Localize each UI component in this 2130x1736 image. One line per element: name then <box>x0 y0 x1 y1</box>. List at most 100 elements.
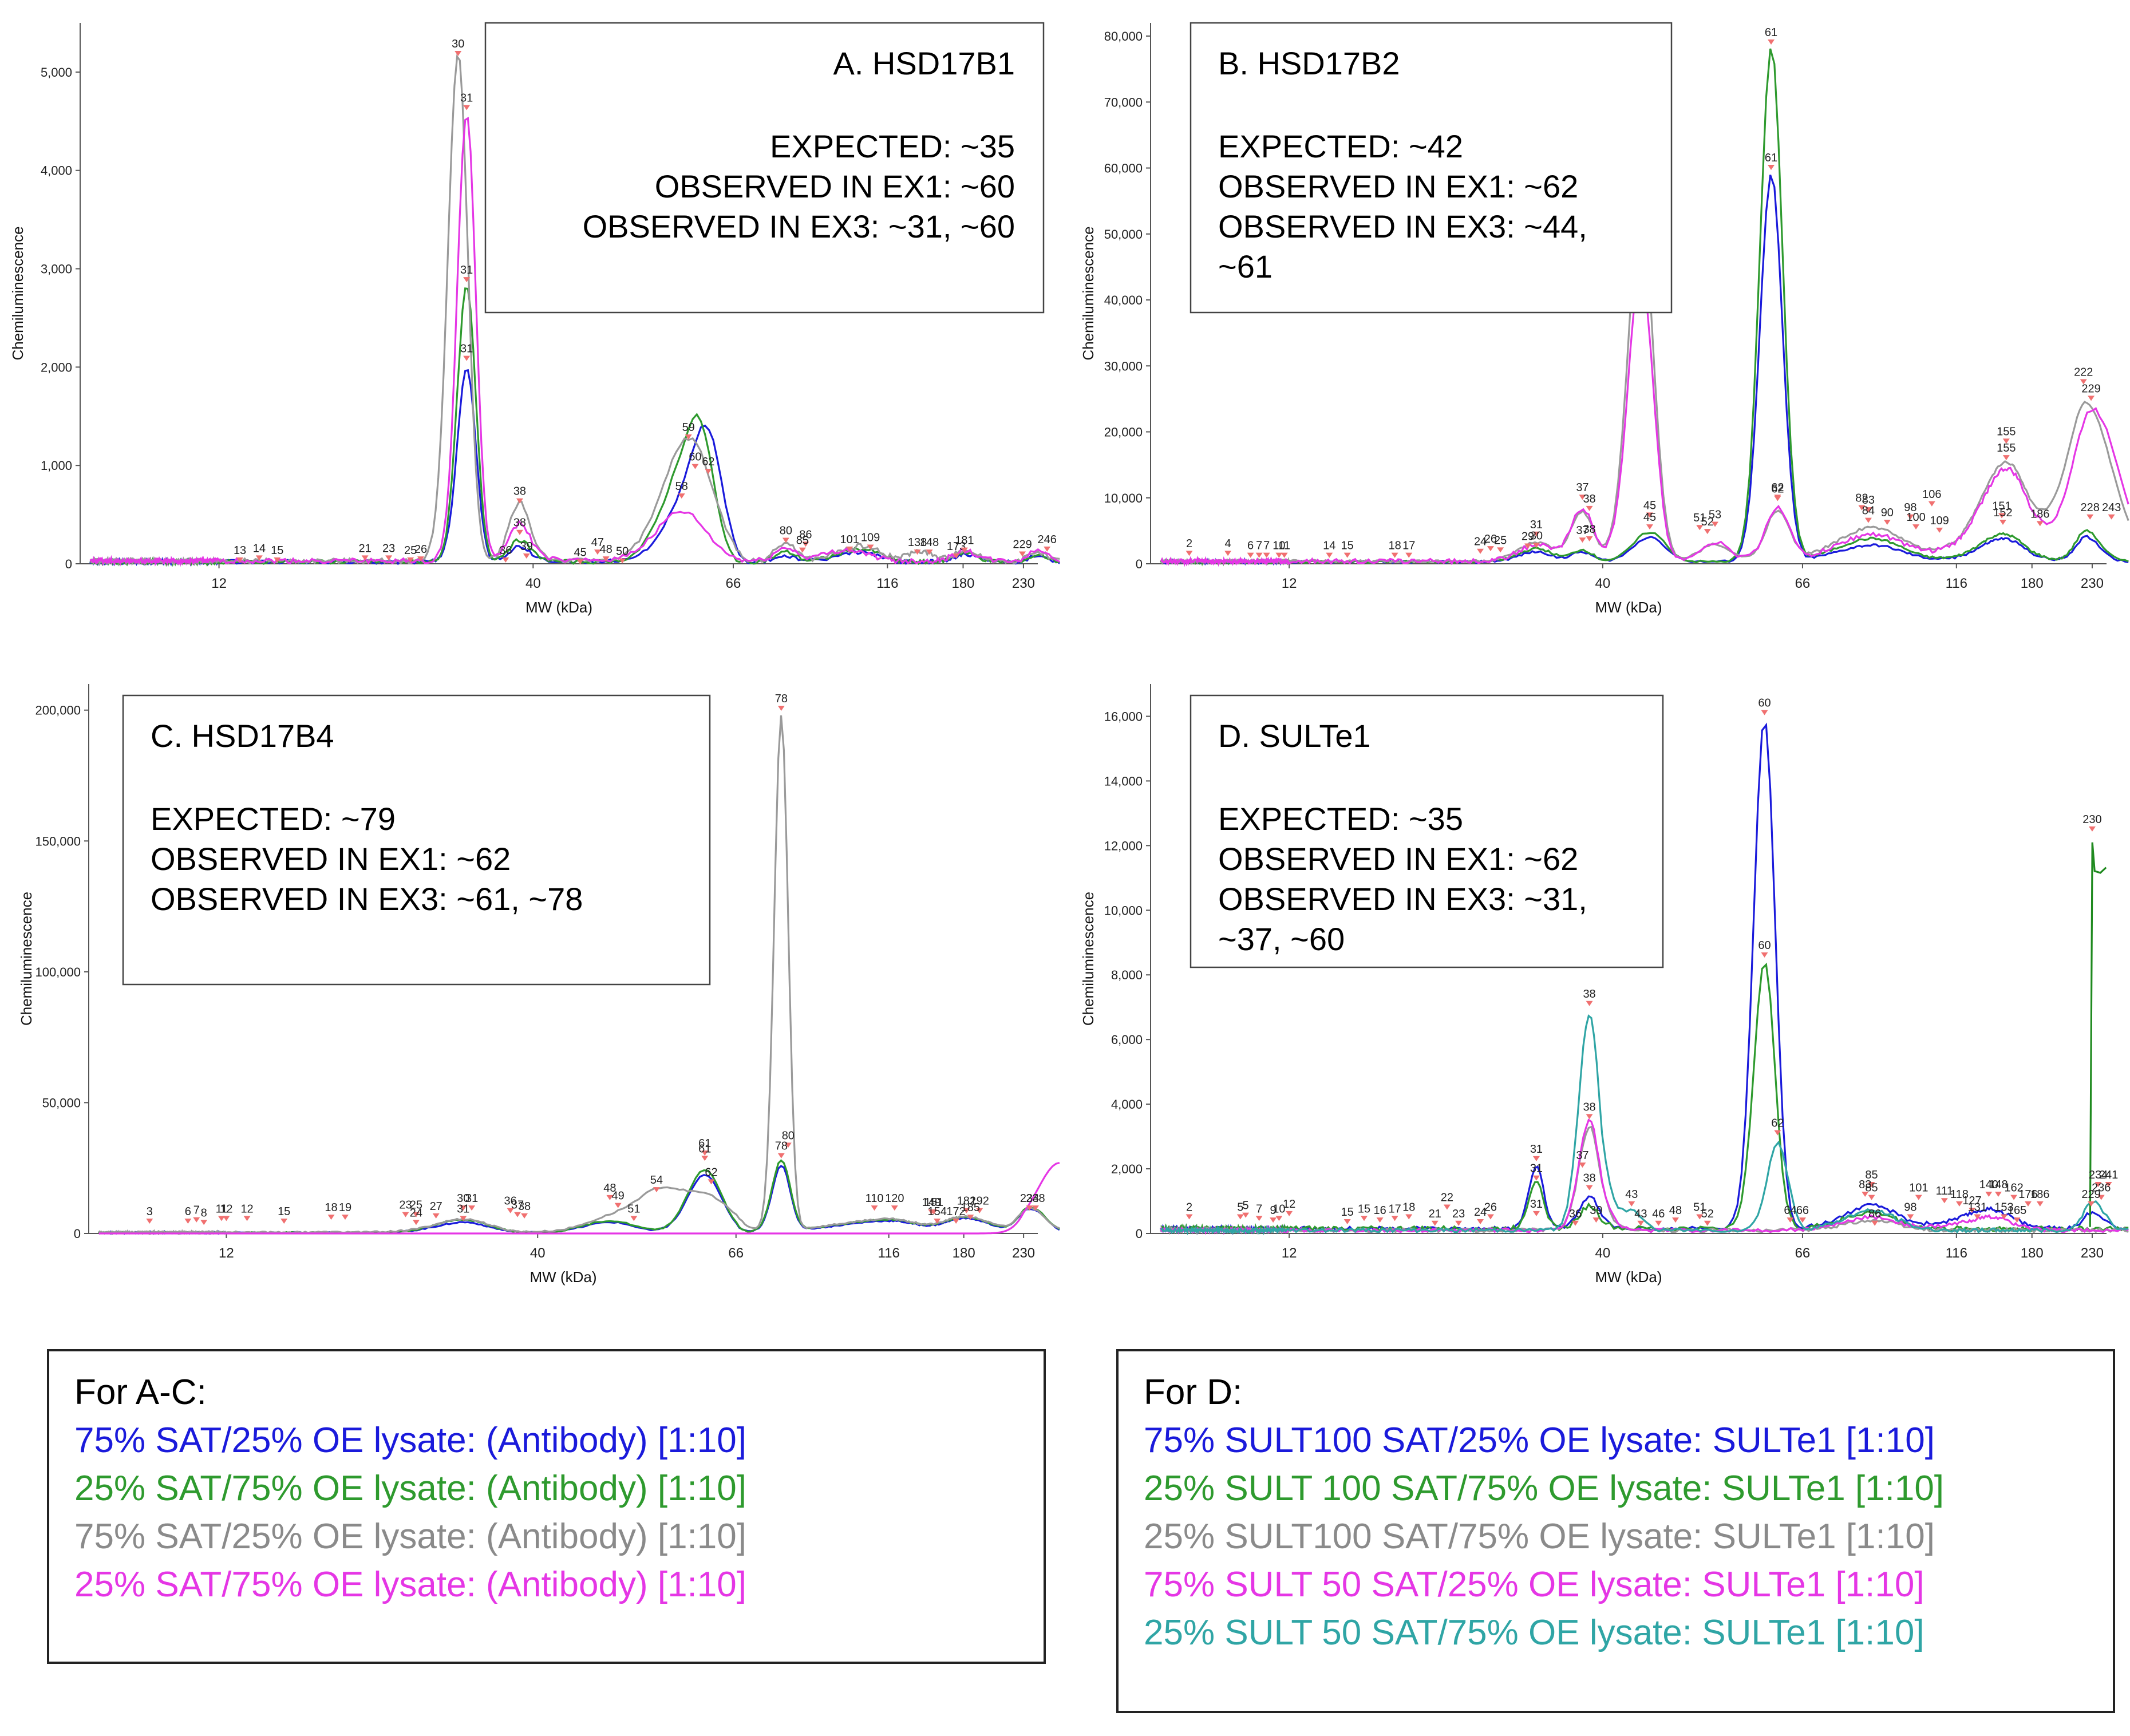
y-tick-label: 8,000 <box>1111 968 1143 982</box>
y-tick-label: 40,000 <box>1104 293 1143 307</box>
peak-marker <box>594 549 601 555</box>
peak-marker <box>653 1187 660 1193</box>
peak-label: 98 <box>1904 501 1916 514</box>
peak-marker <box>385 555 393 561</box>
peak-label: 38 <box>1583 493 1595 505</box>
peak-marker <box>146 1219 153 1224</box>
peak-marker <box>1326 552 1333 558</box>
peak-label: 236 <box>2092 1182 2111 1195</box>
peak-marker <box>1586 1114 1593 1120</box>
legend-item-magenta: 25% SAT/75% OE lysate: (Antibody) [1:10] <box>74 1565 746 1604</box>
peak-label: 106 <box>1922 488 1941 501</box>
chart-panel-b: 0 10,000 20,000 30,000 40,000 50,000 60,000 70,… <box>1080 22 2129 616</box>
panel-title: C. HSD17B4 <box>151 718 334 754</box>
peak-marker <box>463 105 471 110</box>
peak-label: 229 <box>2081 1188 2100 1201</box>
peak-marker <box>432 1213 440 1219</box>
panel-info-line: OBSERVED IN EX3: ~44, <box>1218 208 1587 244</box>
peak-label: 234 <box>2089 1169 2108 1181</box>
peak-marker <box>934 1219 941 1224</box>
peak-label: 37 <box>1576 524 1588 537</box>
peak-marker <box>1628 1201 1635 1207</box>
peak-marker <box>1915 1195 1922 1200</box>
peak-label: 26 <box>414 543 427 556</box>
peak-label: 241 <box>2099 1169 2118 1181</box>
peak-marker <box>1255 552 1263 558</box>
peak-marker <box>2010 1195 2018 1200</box>
panel-info-line: ~61 <box>1218 248 1273 284</box>
x-axis-label: MW (kDa) <box>530 1268 597 1286</box>
peak-label: 31 <box>460 92 473 104</box>
x-tick-label: 180 <box>953 1245 975 1261</box>
x-tick-label: 40 <box>530 1245 546 1261</box>
peak-label: 14 <box>1323 540 1335 552</box>
x-axis-label: MW (kDa) <box>1595 1268 1662 1286</box>
peak-marker <box>976 1208 983 1213</box>
y-axis-label: Chemiluminescence <box>1080 892 1097 1026</box>
peak-marker <box>407 557 414 563</box>
peak-marker <box>782 537 789 543</box>
peak-marker <box>327 1215 335 1220</box>
peak-label: 62 <box>1771 481 1784 494</box>
peak-label: 21 <box>1429 1208 1441 1220</box>
peak-marker <box>223 1216 230 1221</box>
peak-label: 165 <box>2008 1204 2026 1217</box>
peak-marker <box>2088 1201 2095 1207</box>
peak-marker <box>891 1205 898 1211</box>
peak-marker <box>1185 1214 1193 1220</box>
panel-title: A. HSD17B1 <box>833 45 1015 81</box>
peak-marker <box>708 1179 715 1185</box>
peak-marker <box>1787 1217 1794 1223</box>
peak-marker <box>2095 1182 2102 1187</box>
peak-marker <box>1487 546 1494 552</box>
y-tick-label: 12,000 <box>1104 839 1143 853</box>
peak-marker <box>1579 537 1586 543</box>
peak-label: 11 <box>1278 540 1290 552</box>
peak-marker <box>412 1220 420 1225</box>
peak-marker <box>1281 552 1288 558</box>
peak-label: 234 <box>1020 1192 1039 1205</box>
legend-item-blue: 75% SAT/25% OE lysate: (Antibody) [1:10] <box>74 1421 746 1460</box>
peak-marker <box>1592 1217 1600 1223</box>
peak-marker <box>1579 1162 1586 1168</box>
legend-item-gray: 75% SAT/25% OE lysate: (Antibody) [1:10] <box>74 1517 746 1556</box>
peak-marker <box>926 549 933 555</box>
series-line-step <box>2089 842 2107 1227</box>
peak-marker <box>1391 552 1398 558</box>
peak-label: 120 <box>885 1192 904 1205</box>
x-axis-label: MW (kDa) <box>1595 599 1662 616</box>
peak-label: 19 <box>339 1201 351 1214</box>
x-axis-label: MW (kDa) <box>525 599 592 616</box>
peak-label: 23 <box>1452 1208 1465 1220</box>
peak-label: 49 <box>612 1190 625 1203</box>
peak-label: 38 <box>1583 988 1595 1001</box>
peak-label: 84 <box>1862 505 1875 517</box>
peak-marker <box>1907 514 1914 520</box>
x-tick-label: 180 <box>2021 576 2044 591</box>
x-tick-label: 66 <box>726 576 741 591</box>
peak-label: 186 <box>2030 508 2049 520</box>
peak-marker <box>2086 514 2094 520</box>
peak-label: 43 <box>1625 1188 1638 1201</box>
y-tick-label: 10,000 <box>1104 903 1143 918</box>
peak-label: 60 <box>1758 939 1771 952</box>
x-tick-label: 66 <box>728 1245 744 1261</box>
peak-label: 238 <box>1026 1192 1045 1205</box>
peak-marker <box>963 1208 970 1213</box>
peak-label: 222 <box>2074 366 2093 379</box>
peak-label: 243 <box>2102 501 2121 514</box>
peak-label: 29 <box>1522 531 1534 543</box>
peak-marker <box>1912 524 1920 530</box>
peak-label: 61 <box>698 1137 711 1150</box>
peak-marker <box>1883 520 1891 525</box>
peak-label: 36 <box>499 544 512 557</box>
peak-marker <box>1443 1204 1451 1210</box>
series-line-3 <box>98 1162 1060 1235</box>
peak-label: 39 <box>520 540 533 553</box>
peak-label: 62 <box>1771 1117 1784 1130</box>
peak-label: 82 <box>1855 492 1868 505</box>
peak-label: 25 <box>1494 534 1507 547</box>
peak-label: 45 <box>574 546 586 559</box>
peak-marker <box>514 1212 521 1217</box>
peak-label: 80 <box>780 524 792 537</box>
